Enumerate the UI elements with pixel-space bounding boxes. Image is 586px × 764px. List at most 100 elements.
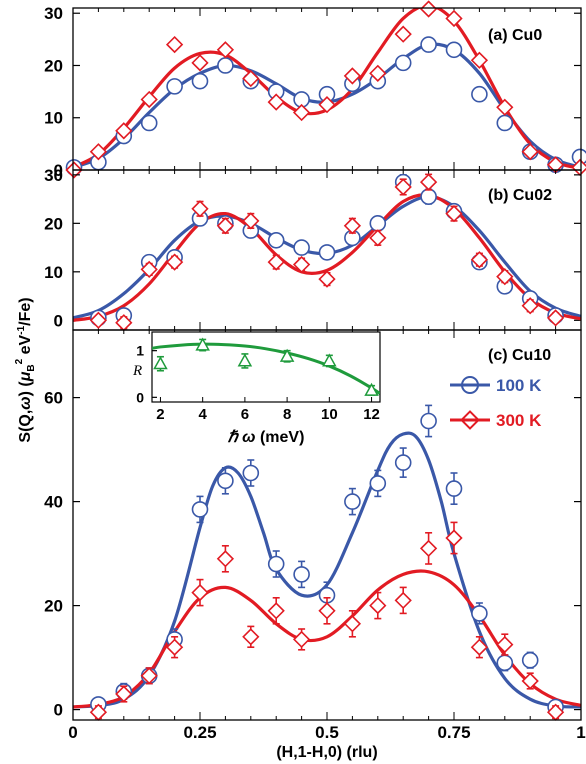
y-tick-label: 20 <box>44 214 63 233</box>
red-data-point <box>267 253 285 271</box>
blue-data-point <box>344 493 361 510</box>
panel-a-label: (a) Cu0 <box>488 27 542 44</box>
red-data-point <box>445 9 463 28</box>
red-data-point <box>140 260 158 279</box>
blue-data-point <box>217 57 234 74</box>
red-data-point <box>496 268 514 286</box>
y-tick-label: 0 <box>54 161 63 180</box>
inset-x-axis-label: ℏ ω (meV) <box>228 429 305 446</box>
y-tick-label: 0 <box>136 389 144 405</box>
blue-data-point <box>471 85 488 103</box>
inset-x-tick-label: 6 <box>241 406 249 423</box>
blue-data-point <box>471 605 488 622</box>
red-data-point <box>394 178 412 196</box>
red-data-point <box>470 51 489 69</box>
y-tick-label: 20 <box>44 597 63 616</box>
ylabel-part: S(Q, <box>17 410 34 443</box>
red-data-point <box>445 205 463 223</box>
red-data-point <box>343 217 362 235</box>
panel-0-plot: 0 10 20 30 <box>44 0 586 180</box>
blue-data-point <box>267 232 285 249</box>
legend-blue-label: 100 K <box>496 376 542 395</box>
ylabel-part: eV <box>17 334 34 358</box>
x-tick-label: 0.5 <box>315 723 339 742</box>
red-data-point <box>419 539 438 558</box>
red-data-point <box>419 173 438 191</box>
inset-x-tick-label: 8 <box>283 406 291 423</box>
red-data-point <box>470 638 489 656</box>
red-data-point <box>191 200 209 218</box>
y-tick-label: 60 <box>44 389 63 408</box>
blue-data-point <box>394 54 412 72</box>
ylabel-sup: -1 <box>16 325 27 334</box>
blue-data-point <box>394 454 412 471</box>
green-data-point <box>322 353 337 367</box>
red-data-point <box>394 591 412 610</box>
red-data-point <box>343 615 362 633</box>
inset-xlabel-hbar: ℏ <box>228 429 240 446</box>
y-tick-label: 10 <box>44 109 63 128</box>
legend: 100 K 300 K <box>450 376 542 430</box>
blue-data-point <box>420 412 437 430</box>
blue-data-point <box>242 464 260 482</box>
ylabel-omega: ω <box>17 396 34 409</box>
x-tick-label: 0 <box>68 723 77 742</box>
legend-red-label: 300 K <box>496 411 542 430</box>
y-tick-label: 30 <box>44 4 63 23</box>
red-data-point <box>140 667 158 685</box>
panel-1-plot: 0 10 20 30 <box>44 166 581 332</box>
panel-b-label: (b) Cu02 <box>488 187 552 204</box>
inset-frame <box>151 331 381 403</box>
inset-x-tick-label: 10 <box>321 406 338 423</box>
red-data-point <box>165 638 184 656</box>
blue-data-point <box>191 501 209 518</box>
inset-plot: 012 4 6 8 10 12 <box>136 337 380 423</box>
red-data-point <box>292 255 311 274</box>
ylabel-sub-b: B <box>26 364 37 371</box>
y-axis-label: S(Q,ω) (μB2 eV-1/Fe) <box>14 297 37 442</box>
red-data-point <box>318 602 336 620</box>
blue-data-point <box>445 41 463 59</box>
red-data-point <box>242 628 260 646</box>
red-data-point <box>318 270 336 288</box>
blue-data-point <box>369 475 387 492</box>
red-data-point <box>267 93 285 111</box>
blue-data-point <box>369 215 387 232</box>
y-tick-label: 0 <box>54 701 63 720</box>
blue-data-point <box>496 654 514 672</box>
blue-data-point <box>496 114 514 132</box>
green-data-point <box>364 382 379 396</box>
red-data-point <box>394 25 412 43</box>
x-tick-label: 0.75 <box>437 723 470 742</box>
red-data-point <box>470 251 489 269</box>
green-fit-curve <box>152 342 380 395</box>
y-tick-label: 10 <box>44 263 63 282</box>
red-data-point <box>292 103 311 122</box>
red-data-point <box>165 253 184 271</box>
red-data-point <box>115 685 133 703</box>
blue-data-point <box>420 36 437 53</box>
blue-data-point <box>293 239 310 256</box>
red-data-point <box>521 143 539 161</box>
y-tick-label: 40 <box>44 493 63 512</box>
panel-c-frame <box>72 329 582 721</box>
inset-xlabel-omega: ω <box>238 429 256 446</box>
x-axis-label: (H,1-H,0) (rlu) <box>276 744 377 761</box>
x-tick-label: 0.25 <box>183 723 216 742</box>
red-data-point <box>343 67 362 85</box>
red-data-point <box>242 212 260 230</box>
legend-blue-marker <box>461 376 479 394</box>
ylabel-mu: μ <box>17 371 34 382</box>
red-data-point <box>496 98 514 116</box>
red-data-point <box>165 35 184 54</box>
red-data-point <box>496 635 514 654</box>
red-data-point <box>419 0 438 18</box>
red-data-point <box>445 529 463 547</box>
red-data-point <box>242 69 260 88</box>
y-tick-label: 1 <box>136 343 144 359</box>
red-data-point <box>140 90 158 109</box>
blue-data-point <box>521 651 539 669</box>
red-data-point <box>267 602 285 620</box>
red-data-point <box>115 122 133 140</box>
